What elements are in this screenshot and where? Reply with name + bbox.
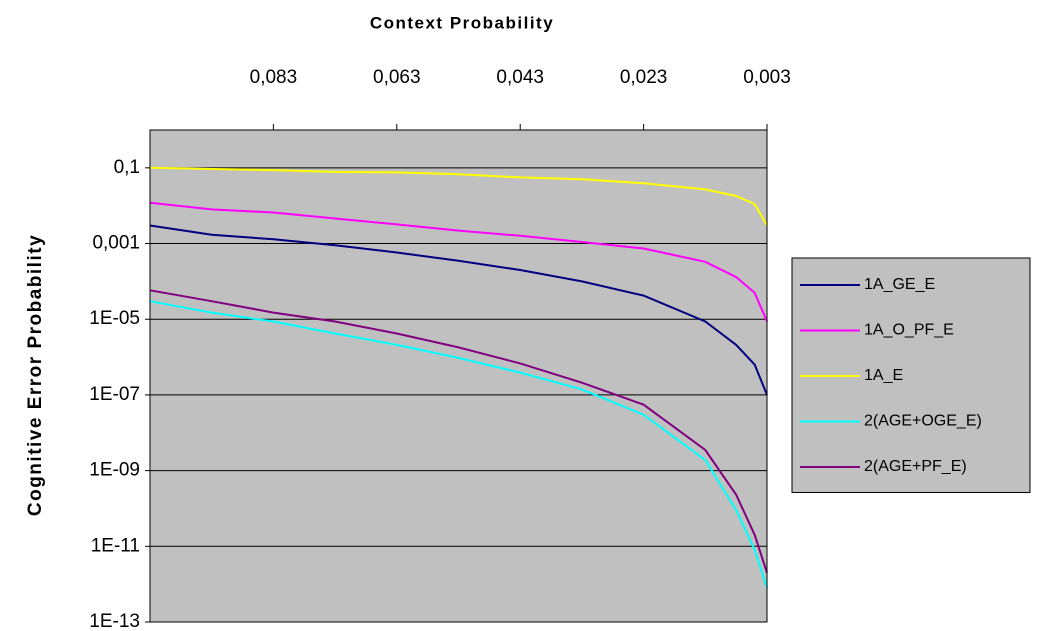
- legend-label: 2(AGE+OGE_E): [864, 413, 982, 430]
- y-tick-label: 0,001: [92, 233, 140, 254]
- y-axis-title: Cognitive Error Probability: [25, 234, 46, 516]
- y-tick-label: 1E-13: [89, 611, 140, 631]
- series-line: [149, 300, 768, 589]
- x-tick-label: 0,063: [373, 67, 421, 88]
- y-tick-label: 1E-05: [89, 308, 140, 329]
- y-tick-label: 1E-11: [91, 535, 140, 556]
- legend-label: 1A_GE_E: [864, 276, 935, 293]
- series-line: [149, 201, 768, 322]
- y-tick-label: 1E-09: [89, 460, 140, 481]
- legend-label: 1A_O_PF_E: [864, 322, 954, 339]
- series-line: [149, 289, 768, 574]
- x-tick-label: 0,083: [250, 67, 298, 88]
- chart-title: Context Probability: [370, 13, 554, 32]
- legend-label: 2(AGE+PF_E): [864, 458, 967, 475]
- legend-label: 1A_E: [864, 367, 903, 384]
- series-line: [149, 166, 768, 226]
- x-tick-label: 0,023: [620, 67, 668, 88]
- y-tick-label: 1E-07: [89, 384, 140, 405]
- plot-border: [149, 129, 768, 623]
- plot-area: [150, 130, 767, 622]
- y-tick-label: 0,1: [114, 157, 140, 178]
- series-line: [149, 224, 768, 396]
- x-tick-label: 0,043: [496, 67, 544, 88]
- x-tick-label: 0,003: [743, 67, 791, 88]
